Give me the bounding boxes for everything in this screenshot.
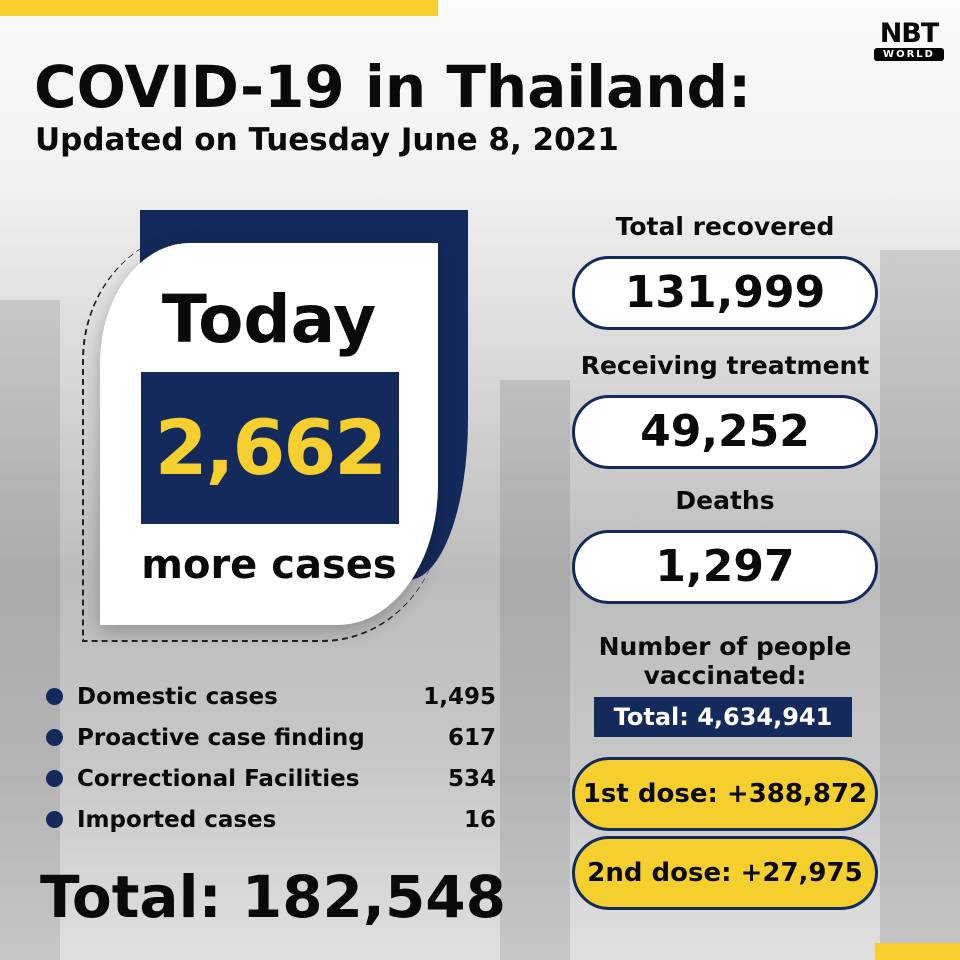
bullet-icon [46,811,63,828]
page-title: COVID-19 in Thailand: [34,53,752,121]
item-label: Imported cases [77,806,277,833]
item-label: Proactive case finding [77,724,365,751]
dashed-outline [82,230,442,642]
item-value: 1,495 [423,683,496,710]
item-value: 534 [447,765,496,792]
item-value: 617 [447,724,496,751]
recovered-label: Total recovered [615,212,835,241]
today-label: Today [161,281,377,358]
second-dose: 2nd dose: +27,975 [572,836,878,910]
vaccinated-label-line2: vaccinated: [643,661,807,690]
case-breakdown-list: Domestic cases 1,495 Proactive case findi… [46,676,496,840]
today-cases-value: 2,662 [141,372,399,524]
background-building [880,250,960,950]
bullet-icon [46,688,63,705]
list-item: Imported cases 16 [46,799,496,840]
list-item: Domestic cases 1,495 [46,676,496,717]
logo-sub: WORLD [874,48,944,61]
recovered-value: 131,999 [572,256,878,330]
background-building [500,380,570,960]
top-accent-bar [0,0,438,16]
list-item: Proactive case finding 617 [46,717,496,758]
item-label: Correctional Facilities [77,765,360,792]
page-subtitle: Updated on Tuesday June 8, 2021 [35,122,619,158]
nbt-world-logo: NBT WORLD [874,20,944,61]
item-value: 16 [463,806,496,833]
deaths-value: 1,297 [572,530,878,604]
vaccinated-total: Total: 4,634,941 [594,697,852,737]
bullet-icon [46,729,63,746]
first-dose: 1st dose: +388,872 [572,757,878,831]
background-building [0,300,60,960]
bottom-accent-bar [875,943,960,960]
item-label: Domestic cases [77,683,278,710]
vaccinated-label-line1: Number of people [598,632,852,661]
today-caption: more cases [141,542,397,588]
deaths-label: Deaths [675,486,775,515]
treatment-label: Receiving treatment [580,351,870,380]
bullet-icon [46,770,63,787]
list-item: Correctional Facilities 534 [46,758,496,799]
logo-main: NBT [879,18,940,49]
total-cases: Total: 182,548 [40,863,507,931]
treatment-value: 49,252 [572,395,878,469]
